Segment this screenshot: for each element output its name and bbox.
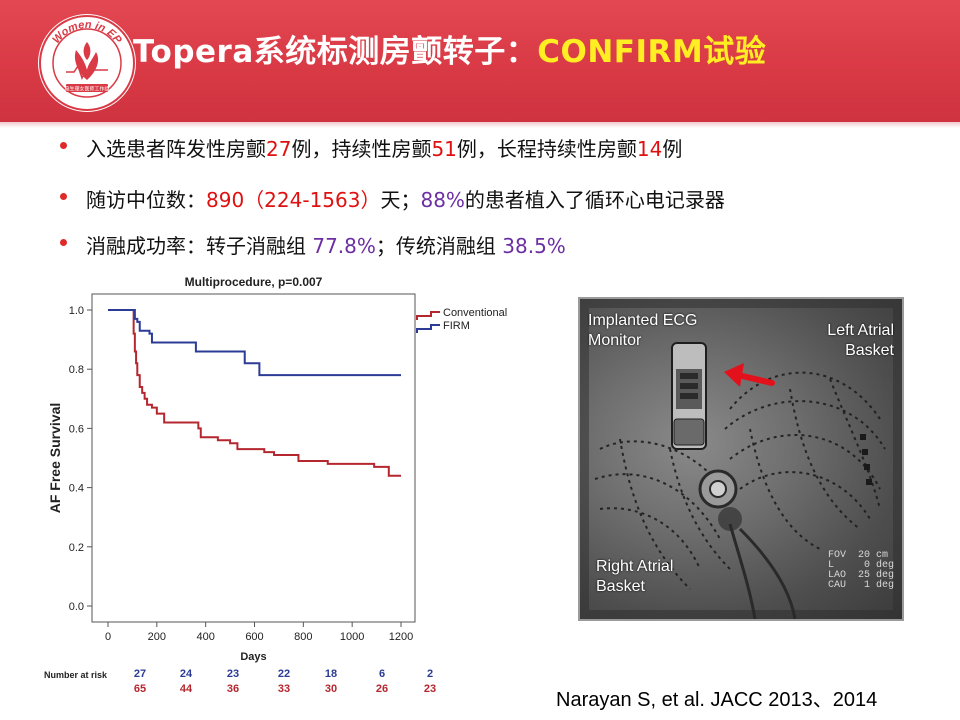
risk-count-firm: 23: [227, 668, 239, 680]
risk-count-firm: 27: [134, 668, 146, 680]
bullet-dot: [60, 239, 67, 246]
km-survival-chart: Multiprocedure, p=0.007 0.0 0.2 0.4 0.6 0.8 1.…: [44, 275, 507, 695]
risk-count-conventional: 26: [376, 683, 388, 695]
series-line-firm: [108, 309, 401, 377]
risk-count-conventional: 44: [180, 683, 193, 695]
legend-swatch-firm: [416, 324, 440, 333]
risk-count-conventional: 65: [134, 683, 146, 695]
risk-count-conventional: 23: [424, 683, 436, 695]
fluoroscopy-image: Implanted ECG Monitor Left Atrial Basket R…: [578, 297, 904, 621]
bullet-segment: 51: [431, 137, 457, 161]
risk-count-firm: 22: [278, 668, 290, 680]
chart-title: Multiprocedure, p=0.007: [185, 275, 323, 289]
citation: Narayan S, et al. JACC 2013、2014: [556, 689, 878, 711]
x-tick-label: 1000: [340, 631, 364, 643]
bullet-segment: 27: [266, 137, 292, 161]
label-left-atrial-basket: Left Atrial Basket: [827, 322, 894, 359]
slide-header: [0, 0, 960, 122]
risk-count-firm: 6: [379, 668, 385, 680]
risk-count-firm: 18: [325, 668, 337, 680]
x-tick-label: 400: [196, 631, 214, 643]
x-tick-label: 1200: [389, 631, 413, 643]
bullet-segment: 例，长程持续性房颤: [456, 137, 637, 161]
bullet-segment: 14: [636, 137, 663, 161]
x-axis-label: Days: [240, 651, 266, 663]
logo-bottom-text: 电生理女医师工作组: [64, 86, 109, 93]
bullet-segment: 天；: [380, 188, 421, 212]
bullet-segment: 入选患者阵发性房颤: [86, 137, 266, 161]
km-chart-panel: Multiprocedure, p=0.007 0.0 0.2 0.4 0.6 0.8 1.…: [0, 270, 522, 710]
risk-count-conventional: 33: [278, 683, 290, 695]
bullet-segment: 消融成功率：转子消融组: [86, 234, 313, 258]
fluoro-settings-readout: FOV 20 cm L 0 deg LAO 25 deg CAU 1 deg: [828, 550, 895, 591]
risk-count-firm: 2: [427, 668, 433, 680]
title-main: Topera系统标测房颤转子：: [133, 34, 538, 70]
fluoroscopy-drawing: [580, 299, 902, 619]
bullet-segment: 随访中位数：: [86, 188, 206, 212]
y-tick-label: 0.8: [69, 364, 84, 376]
y-tick-label: 1.0: [69, 305, 84, 317]
label-implanted-ecg: Implanted ECG Monitor: [588, 312, 698, 349]
legend-label-conventional: Conventional: [443, 307, 507, 319]
y-tick-label: 0.6: [69, 423, 84, 435]
bullet-segment: 890（224-1563）: [206, 188, 381, 212]
bullet-segment: 77.8%: [312, 234, 376, 258]
header-shadow: [0, 122, 960, 128]
bullet-text: 入选患者阵发性房颤27例，持续性房颤51例，长程持续性房颤14例: [86, 133, 682, 162]
number-at-risk-label: Number at risk: [44, 670, 108, 680]
bullet-dot: [60, 193, 67, 200]
women-in-ep-logo: Women in EP 电生理女医师工作组: [38, 14, 136, 112]
bullet-segment: 的患者植入了循环心电记录器: [464, 188, 725, 212]
slide-title: Topera系统标测房颤转子：CONFIRM试验: [133, 26, 766, 71]
plot-frame: [91, 293, 416, 623]
bullet-segment: 38.5%: [502, 234, 566, 258]
y-tick-label: 0.4: [69, 483, 84, 495]
y-tick-label: 0.0: [69, 601, 84, 613]
risk-count-conventional: 30: [325, 683, 337, 695]
x-tick-label: 200: [148, 631, 166, 643]
x-tick-label: 600: [245, 631, 263, 643]
x-tick-label: 800: [294, 631, 312, 643]
y-tick-label: 0.2: [69, 542, 84, 554]
y-axis-label: AF Free Survival: [47, 403, 63, 514]
series-line-conventional: [108, 309, 401, 477]
bullet-segment: 例: [662, 137, 683, 161]
label-right-atrial-basket: Right Atrial Basket: [596, 558, 674, 595]
legend-label-firm: FIRM: [443, 320, 470, 332]
bullet-segment: ；传统消融组: [375, 234, 503, 258]
bullet-dot: [60, 142, 67, 149]
red-arrow-icon: [724, 363, 775, 387]
bullet-segment: 例，持续性房颤: [291, 137, 432, 161]
bullet-text: 随访中位数：890（224-1563）天；88%的患者植入了循环心电记录器: [86, 184, 725, 213]
title-trial-name: CONFIRM试验: [537, 34, 767, 70]
risk-count-firm: 24: [180, 668, 193, 680]
bullet-text: 消融成功率：转子消融组 77.8%；传统消融组 38.5%: [86, 230, 566, 259]
bullet-segment: 88%: [420, 188, 465, 212]
legend-swatch-conventional: [416, 311, 440, 320]
x-tick-label: 0: [105, 631, 111, 643]
risk-count-conventional: 36: [227, 683, 239, 695]
